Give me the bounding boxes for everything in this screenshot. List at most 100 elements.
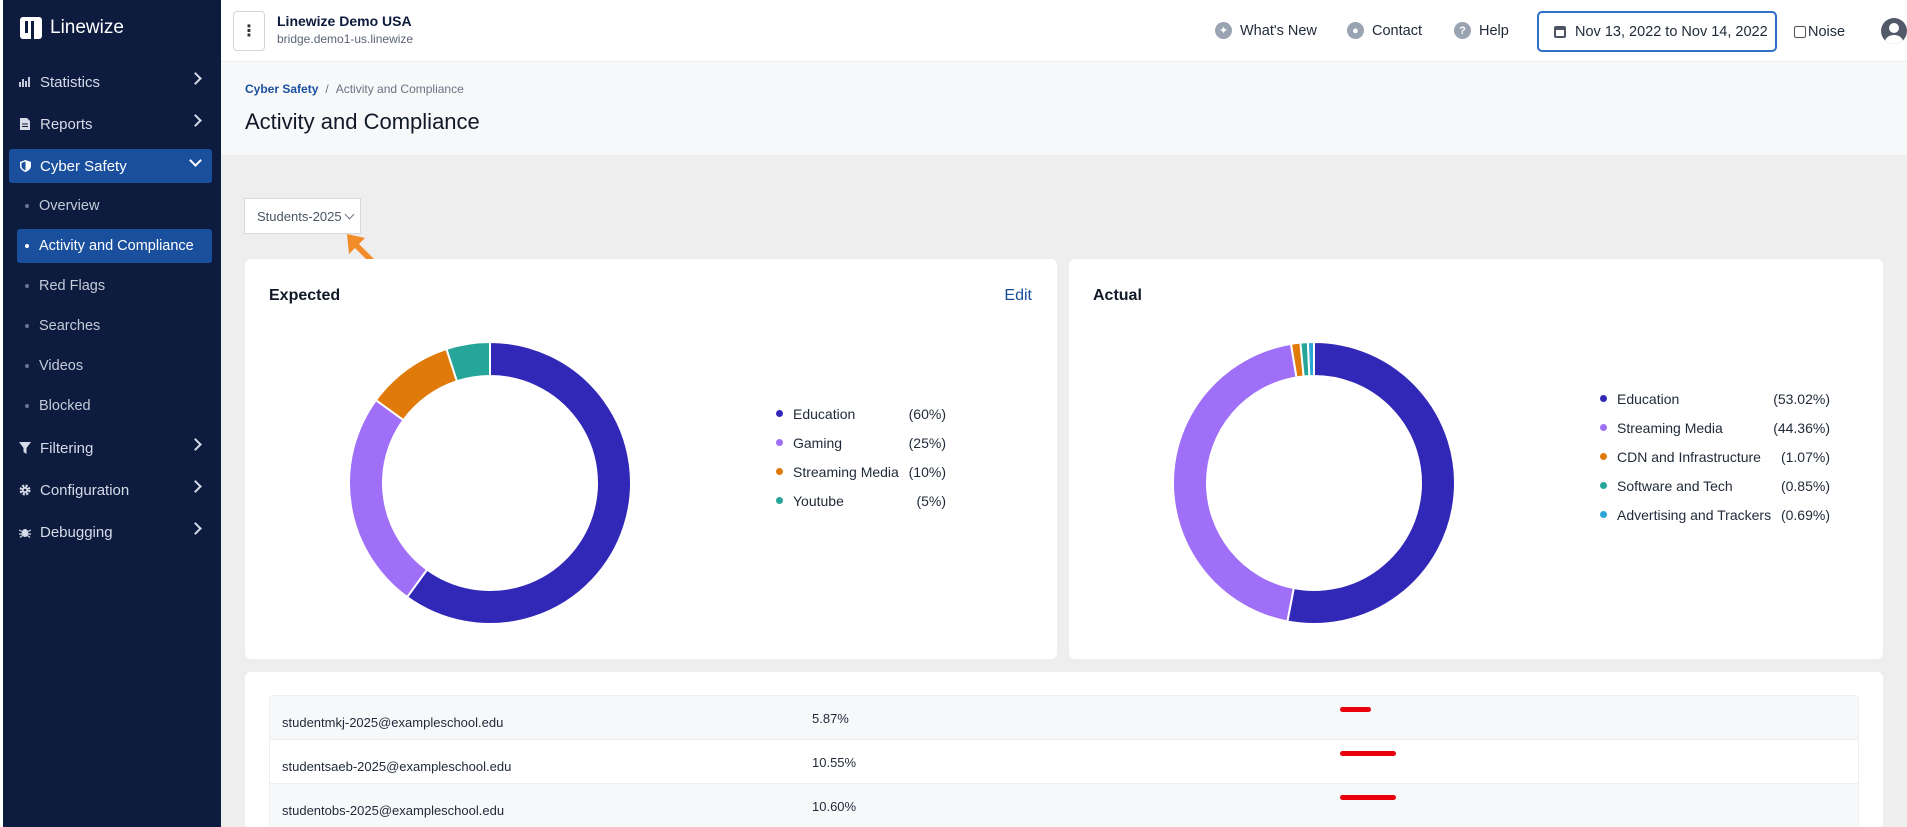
sidebar-subitem-label: Videos: [39, 358, 84, 374]
help-link[interactable]: ? Help: [1454, 22, 1509, 39]
expected-slice-streaming-media[interactable]: [374, 347, 459, 422]
linewize-logo[interactable]: Linewize: [20, 17, 124, 39]
legend-dot-icon: [1600, 482, 1607, 489]
legend-item[interactable]: Software and Tech (0.85%): [1600, 471, 1830, 500]
sidebar-subitem-searches[interactable]: Searches: [17, 309, 212, 343]
logo-icon: [20, 17, 42, 39]
usage-bar: [1340, 751, 1396, 756]
legend-label: Education: [793, 405, 856, 422]
megaphone-icon: ✦: [1215, 22, 1232, 39]
user-email: studentsaeb-2025@exampleschool.edu: [282, 759, 512, 774]
expected-card: Expected Edit Education (60%) Gaming (25%) S…: [245, 259, 1057, 659]
chevron-right-icon: [189, 522, 202, 535]
sidebar-item-reports[interactable]: Reports: [9, 107, 212, 141]
legend-item[interactable]: Education (60%): [776, 399, 946, 428]
legend-label: CDN and Infrastructure: [1617, 448, 1761, 465]
legend-dot-icon: [1600, 453, 1607, 460]
contact-label: Contact: [1372, 22, 1422, 39]
actual-slice-advertising-and-trackers[interactable]: [1306, 340, 1315, 378]
group-select[interactable]: Students-2025: [244, 198, 361, 234]
sidebar-item-configuration[interactable]: Configuration: [9, 473, 212, 507]
contact-link[interactable]: ● Contact: [1347, 22, 1422, 39]
help-label: Help: [1479, 22, 1509, 39]
legend-item[interactable]: Gaming (25%): [776, 428, 946, 457]
whats-new-link[interactable]: ✦ What's New: [1215, 22, 1317, 39]
sidebar-item-statistics[interactable]: Statistics: [9, 65, 212, 99]
actual-slice-streaming-media[interactable]: [1172, 342, 1298, 623]
sidebar-item-cyber-safety[interactable]: Cyber Safety: [9, 149, 212, 183]
legend-percent: (0.85%): [1780, 477, 1830, 494]
noise-label: Noise: [1808, 24, 1846, 40]
sidebar-item-label: Configuration: [40, 481, 130, 499]
legend-dot-icon: [1600, 424, 1607, 431]
chevron-right-icon: [189, 114, 202, 127]
legend-label: Streaming Media: [1617, 419, 1723, 436]
calendar-icon: [1554, 25, 1566, 38]
sidebar-item-label: Cyber Safety: [40, 157, 127, 175]
table-row[interactable]: studentobs-2025@exampleschool.edu 10.60%: [270, 784, 1858, 827]
org-host: bridge.demo1-us.linewize: [277, 32, 414, 46]
expected-slice-education[interactable]: [405, 340, 632, 625]
bullet-icon: [25, 404, 29, 408]
sidebar-subitem-overview[interactable]: Overview: [17, 189, 212, 223]
main-content: Students-2025 Expected Edit Education (60…: [221, 155, 1907, 827]
sidebar-subitem-blocked[interactable]: Blocked: [17, 389, 212, 423]
whats-new-label: What's New: [1240, 22, 1317, 39]
sidebar-item-label: Debugging: [40, 523, 113, 541]
legend-item[interactable]: Education (53.02%): [1600, 384, 1830, 413]
breadcrumb: Cyber Safety / Activity and Compliance: [245, 82, 464, 96]
legend-item[interactable]: Youtube (5%): [776, 486, 946, 515]
filter-icon: [19, 442, 31, 454]
chat-icon: ●: [1347, 22, 1364, 39]
sidebar: Linewize Statistics Reports Cyber Safety…: [3, 0, 221, 827]
legend-item[interactable]: Advertising and Trackers (0.69%): [1600, 500, 1830, 529]
breadcrumb-cyber-safety[interactable]: Cyber Safety: [245, 82, 319, 96]
legend-dot-icon: [1600, 511, 1607, 518]
document-icon: [19, 118, 31, 130]
org-name: Linewize Demo USA: [277, 13, 412, 29]
legend-percent: (5%): [916, 492, 946, 509]
legend-dot-icon: [776, 410, 783, 417]
date-range-button[interactable]: Nov 13, 2022 to Nov 14, 2022: [1537, 11, 1777, 52]
user-avatar-icon[interactable]: [1881, 18, 1907, 44]
sidebar-subitem-videos[interactable]: Videos: [17, 349, 212, 383]
table-row[interactable]: studentmkj-2025@exampleschool.edu 5.87%: [270, 696, 1858, 740]
legend-percent: (60%): [908, 405, 946, 422]
legend-dot-icon: [776, 439, 783, 446]
actual-title: Actual: [1093, 287, 1142, 304]
noise-checkbox[interactable]: [1794, 26, 1806, 38]
help-icon: ?: [1454, 22, 1471, 39]
actual-donut-chart: [1172, 340, 1456, 625]
expected-slice-gaming[interactable]: [348, 398, 429, 599]
breadcrumb-current: Activity and Compliance: [335, 82, 464, 96]
edit-expected-link[interactable]: Edit: [1004, 287, 1032, 304]
legend-dot-icon: [776, 497, 783, 504]
legend-label: Youtube: [793, 492, 844, 509]
bullet-icon: [25, 364, 29, 368]
chart-icon: [19, 76, 31, 88]
expected-slice-youtube[interactable]: [445, 340, 491, 383]
noise-toggle[interactable]: Noise: [1794, 24, 1845, 40]
sidebar-subitem-label: Searches: [39, 318, 101, 334]
sidebar-subitem-label: Red Flags: [39, 278, 106, 294]
legend-item[interactable]: CDN and Infrastructure (1.07%): [1600, 442, 1830, 471]
app-name: Linewize: [50, 17, 124, 38]
sidebar-item-label: Reports: [40, 115, 93, 133]
user-email: studentmkj-2025@exampleschool.edu: [282, 715, 504, 730]
table-row[interactable]: studentsaeb-2025@exampleschool.edu 10.55%: [270, 740, 1858, 784]
legend-percent: (0.69%): [1780, 506, 1830, 523]
legend-item[interactable]: Streaming Media (10%): [776, 457, 946, 486]
sidebar-subitem-red-flags[interactable]: Red Flags: [17, 269, 212, 303]
date-range-label: Nov 13, 2022 to Nov 14, 2022: [1575, 23, 1768, 40]
chevron-right-icon: [189, 72, 202, 85]
actual-slice-education[interactable]: [1286, 340, 1456, 625]
legend-label: Education: [1617, 390, 1680, 407]
more-menu-button[interactable]: ⋮: [233, 11, 265, 51]
expected-title: Expected: [269, 287, 341, 304]
sidebar-subitem-activity-and-compliance[interactable]: Activity and Compliance: [17, 229, 212, 263]
sidebar-item-filtering[interactable]: Filtering: [9, 431, 212, 465]
sidebar-item-debugging[interactable]: Debugging: [9, 515, 212, 549]
expected-legend: Education (60%) Gaming (25%) Streaming Media…: [776, 399, 946, 515]
legend-item[interactable]: Streaming Media (44.36%): [1600, 413, 1830, 442]
usage-bar: [1340, 707, 1372, 712]
